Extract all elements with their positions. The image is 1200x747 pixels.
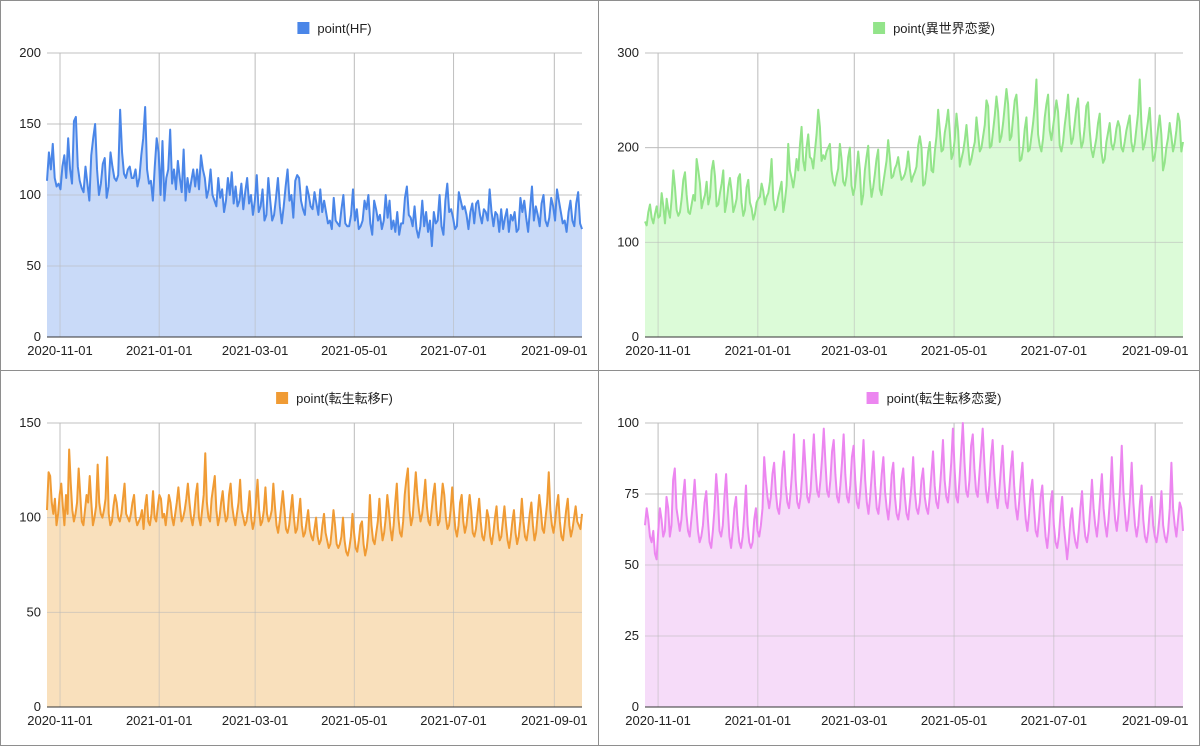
x-tick-label: 2021-05-01 (921, 343, 988, 358)
chart-svg: 0 25 50 75 100 2020-11-01 2021-01-01 2021-03-01… (617, 391, 1189, 728)
y-tick-label: 200 (617, 140, 639, 155)
legend-swatch (276, 392, 289, 404)
x-tick-label: 2021-01-01 (126, 343, 193, 358)
y-tick-label: 50 (27, 604, 41, 619)
y-tick-label: 300 (617, 45, 639, 60)
x-tick-label: 2021-07-01 (420, 713, 487, 728)
chart-svg: 0 100 200 300 2020-11-01 2021-01-01 2021-03-01… (617, 21, 1189, 358)
y-tick-label: 100 (19, 510, 41, 525)
y-tick-label: 0 (34, 329, 41, 344)
legend: point(異世界恋愛) (873, 21, 995, 36)
legend: point(転生転移恋愛) (866, 391, 1002, 406)
y-tick-label: 100 (617, 234, 639, 249)
x-tick-label: 2021-05-01 (321, 343, 388, 358)
x-tick-label: 2021-03-01 (222, 713, 289, 728)
x-tick-label: 2021-01-01 (126, 713, 193, 728)
chart-svg: 0 50 100 150 2020-11-01 2021-01-01 2021-03-01 2… (19, 391, 588, 728)
y-tick-label: 150 (19, 116, 41, 131)
y-tick-label: 50 (625, 557, 639, 572)
legend: point(HF) (297, 21, 372, 36)
y-tick-label: 75 (625, 486, 639, 501)
x-tick-label: 2021-07-01 (420, 343, 487, 358)
x-tick-label: 2021-01-01 (725, 343, 792, 358)
series-line (644, 422, 1184, 561)
y-tick-label: 100 (19, 187, 41, 202)
chart-svg: 0 50 100 150 200 2020-11-01 2021-01-01 2021-03-… (19, 21, 588, 358)
legend-label: point(転生転移F) (296, 391, 393, 406)
x-tick-label: 2021-07-01 (1021, 343, 1088, 358)
x-tick-label: 2021-05-01 (321, 713, 388, 728)
x-tick-label: 2020-11-01 (625, 343, 691, 358)
y-tick-label: 200 (19, 45, 41, 60)
x-tick-label: 2021-05-01 (921, 713, 988, 728)
chart-panel-tensei-romance: 0 25 50 75 100 2020-11-01 2021-01-01 2021-03-01… (598, 370, 1200, 746)
series-area (645, 79, 1183, 337)
series-area (47, 449, 582, 707)
y-tick-label: 100 (617, 415, 639, 430)
x-tick-label: 2021-09-01 (1122, 343, 1189, 358)
x-tick-label: 2020-11-01 (27, 343, 93, 358)
x-tick-label: 2021-09-01 (1122, 713, 1189, 728)
y-tick-label: 0 (632, 699, 639, 714)
x-tick-label: 2021-03-01 (821, 343, 888, 358)
x-tick-label: 2021-01-01 (725, 713, 792, 728)
x-tick-label: 2020-11-01 (625, 713, 691, 728)
x-tick-label: 2021-03-01 (222, 343, 289, 358)
x-tick-label: 2021-03-01 (821, 713, 888, 728)
legend: point(転生転移F) (276, 391, 393, 406)
chart-panel-hf: 0 50 100 150 200 2020-11-01 2021-01-01 2021-03-… (0, 0, 600, 372)
legend-label: point(HF) (317, 21, 371, 36)
x-tick-label: 2021-09-01 (521, 713, 588, 728)
x-tick-label: 2021-09-01 (521, 343, 588, 358)
y-tick-label: 0 (34, 699, 41, 714)
legend-swatch (297, 22, 310, 34)
legend-label: point(転生転移恋愛) (887, 391, 1002, 406)
legend-swatch (873, 22, 886, 34)
y-tick-label: 25 (625, 628, 639, 643)
x-tick-label: 2021-07-01 (1021, 713, 1088, 728)
chart-panel-tensei-fantasy: 0 50 100 150 2020-11-01 2021-01-01 2021-03-01 2… (0, 370, 600, 746)
y-tick-label: 0 (632, 329, 639, 344)
series-area (47, 106, 582, 338)
x-tick-label: 2020-11-01 (27, 713, 93, 728)
legend-swatch (866, 392, 879, 404)
y-tick-label: 50 (27, 258, 41, 273)
y-tick-label: 150 (19, 415, 41, 430)
series-line (46, 448, 583, 557)
legend-label: point(異世界恋愛) (893, 21, 995, 36)
series-line (644, 78, 1184, 227)
chart-panel-isekai-romance: 0 100 200 300 2020-11-01 2021-01-01 2021-03-01… (598, 0, 1200, 372)
series-line (46, 105, 583, 248)
